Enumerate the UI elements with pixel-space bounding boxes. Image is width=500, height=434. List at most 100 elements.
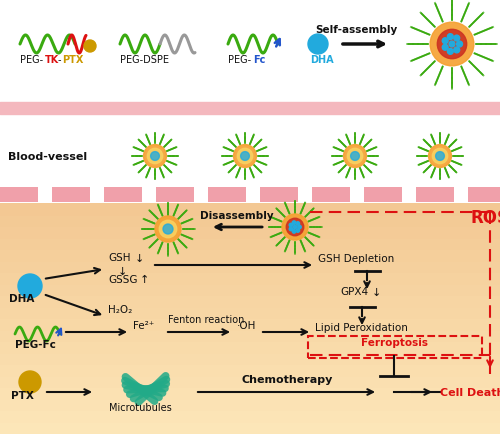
Text: PTX: PTX (10, 390, 34, 400)
Circle shape (234, 145, 256, 168)
Circle shape (163, 224, 173, 234)
Circle shape (436, 152, 444, 161)
Circle shape (144, 145, 167, 168)
Text: GSH: GSH (108, 253, 130, 263)
Circle shape (308, 35, 328, 55)
Bar (208, 187, 246, 203)
Bar (0, 115, 500, 204)
Bar (0, 273, 500, 285)
Bar (0, 187, 38, 203)
Circle shape (240, 152, 250, 161)
Circle shape (289, 228, 292, 231)
Bar (416, 187, 454, 203)
Text: Fenton reaction: Fenton reaction (168, 314, 244, 324)
Text: GSSG: GSSG (108, 274, 138, 284)
Text: Chemotherapy: Chemotherapy (242, 374, 332, 384)
Text: ↓: ↓ (135, 253, 144, 263)
Text: H₂O₂: H₂O₂ (108, 304, 132, 314)
Circle shape (159, 221, 177, 238)
Bar (0, 341, 500, 354)
Text: Self-assembly: Self-assembly (315, 25, 397, 35)
Circle shape (84, 41, 96, 53)
Text: ↑: ↑ (140, 274, 149, 284)
Bar (0, 330, 500, 342)
Text: ↓: ↓ (372, 287, 382, 297)
Bar (312, 187, 350, 203)
Text: PEG-Fc: PEG-Fc (15, 339, 56, 349)
Circle shape (286, 219, 304, 236)
Bar (0, 295, 500, 308)
Text: Ferroptosis: Ferroptosis (362, 337, 428, 347)
Circle shape (238, 149, 252, 164)
Bar (0, 250, 500, 262)
Bar (156, 187, 194, 203)
Bar (260, 187, 298, 203)
Text: ·OH: ·OH (237, 320, 256, 330)
Bar (0, 398, 500, 411)
Bar (52, 187, 90, 203)
Circle shape (448, 49, 454, 55)
Text: PTX: PTX (62, 55, 84, 65)
Circle shape (293, 226, 297, 229)
Circle shape (289, 224, 292, 227)
Text: Cell Death: Cell Death (440, 387, 500, 397)
Text: GSH Depletion: GSH Depletion (318, 253, 394, 263)
Circle shape (298, 226, 301, 229)
Circle shape (448, 35, 454, 40)
Circle shape (350, 152, 360, 161)
Circle shape (155, 217, 181, 243)
Bar (468, 187, 500, 203)
Bar (0, 318, 500, 331)
Circle shape (292, 230, 296, 233)
Circle shape (428, 145, 452, 168)
Circle shape (348, 149, 362, 164)
Text: PEG-DSPE: PEG-DSPE (120, 55, 169, 65)
Text: Fc: Fc (253, 55, 266, 65)
Circle shape (442, 45, 448, 51)
Bar (0, 364, 500, 377)
Bar (104, 187, 142, 203)
Circle shape (282, 214, 308, 240)
Circle shape (296, 222, 300, 226)
Circle shape (430, 23, 474, 67)
Bar (0, 215, 500, 227)
Bar (0, 353, 500, 365)
Bar (0, 238, 500, 250)
Circle shape (438, 30, 466, 59)
Bar (0, 307, 500, 319)
Bar (0, 421, 500, 434)
Circle shape (292, 221, 296, 225)
Text: DHA: DHA (10, 293, 34, 303)
Bar (0, 0, 500, 319)
Circle shape (442, 39, 448, 45)
Text: ROS: ROS (470, 208, 500, 227)
Text: Lipid Peroxidation: Lipid Peroxidation (315, 322, 408, 332)
Circle shape (18, 274, 42, 298)
Circle shape (456, 42, 462, 48)
Circle shape (296, 229, 300, 233)
Bar (0, 261, 500, 273)
Bar (0, 376, 500, 388)
Text: Blood-vessel: Blood-vessel (8, 151, 87, 161)
Circle shape (344, 145, 366, 168)
Circle shape (150, 152, 160, 161)
Bar (0, 284, 500, 296)
Bar (0, 227, 500, 239)
Circle shape (19, 371, 41, 393)
Circle shape (449, 42, 455, 48)
Text: DHA: DHA (310, 55, 334, 65)
Text: PEG-: PEG- (20, 55, 43, 65)
Text: Disassembly: Disassembly (200, 210, 274, 220)
Text: Microtubules: Microtubules (108, 402, 172, 412)
Bar (0, 387, 500, 400)
Bar (364, 187, 402, 203)
Circle shape (454, 36, 460, 42)
Text: PEG-: PEG- (228, 55, 251, 65)
Circle shape (432, 149, 448, 164)
Circle shape (454, 48, 460, 54)
Text: ↓: ↓ (118, 266, 128, 276)
Text: Fe²⁺: Fe²⁺ (133, 320, 154, 330)
Text: -: - (58, 55, 61, 65)
Bar (0, 204, 500, 216)
Text: TK: TK (45, 55, 60, 65)
